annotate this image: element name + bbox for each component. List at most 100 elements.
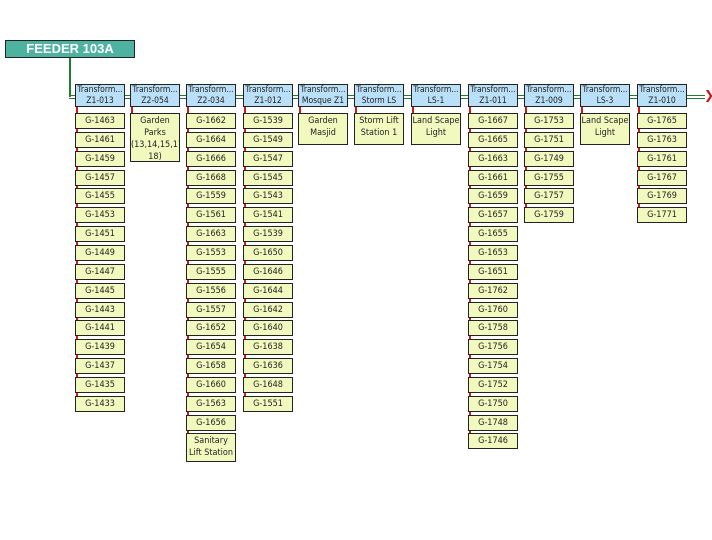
load-node[interactable]: G-1435 [75,376,125,393]
load-node[interactable]: G-1662 [186,113,236,129]
load-node[interactable]: G-1760 [468,301,518,318]
load-node[interactable]: G-1447 [75,263,125,280]
load-node[interactable]: G-1539 [243,226,293,243]
load-node[interactable]: G-1646 [243,263,293,280]
load-node[interactable]: G-1757 [524,188,574,205]
load-node[interactable]: G-1437 [75,358,125,375]
load-node[interactable]: G-1656 [186,414,236,431]
load-node[interactable]: G-1457 [75,169,125,186]
load-node[interactable]: G-1463 [75,113,125,129]
load-node[interactable]: G-1561 [186,207,236,224]
load-node[interactable]: G-1557 [186,301,236,318]
transformer-node[interactable]: Transform... LS-1 [411,84,461,107]
load-node[interactable]: G-1559 [186,188,236,205]
load-node[interactable]: G-1752 [468,376,518,393]
load-node[interactable]: G-1455 [75,188,125,205]
transformer-node[interactable]: Transform... Z1-010 [637,84,687,107]
load-node[interactable]: G-1563 [186,395,236,412]
load-node[interactable]: G-1636 [243,358,293,375]
load-node[interactable]: G-1771 [637,207,687,224]
load-node[interactable]: G-1451 [75,226,125,243]
load-node[interactable]: G-1751 [524,131,574,148]
load-node[interactable]: G-1556 [186,282,236,299]
load-node[interactable]: Sanitary Lift Station [186,433,236,463]
load-node[interactable]: G-1665 [468,131,518,148]
load-node[interactable]: G-1748 [468,414,518,431]
chevron-right-icon[interactable]: ❯ [704,88,712,102]
load-node[interactable]: G-1651 [468,263,518,280]
load-node[interactable]: G-1666 [186,150,236,167]
load-node[interactable]: G-1664 [186,131,236,148]
load-node[interactable]: G-1668 [186,169,236,186]
load-node[interactable]: G-1539 [243,113,293,129]
load-node[interactable]: G-1655 [468,226,518,243]
transformer-node[interactable]: Transform... Mosque Z1 [298,84,348,107]
load-node[interactable]: G-1445 [75,282,125,299]
load-node[interactable]: G-1453 [75,207,125,224]
load-node[interactable]: G-1659 [468,188,518,205]
load-node[interactable]: G-1640 [243,320,293,337]
branch-connector [76,147,78,152]
load-node[interactable]: G-1461 [75,131,125,148]
load-node[interactable]: G-1652 [186,320,236,337]
load-node[interactable]: G-1756 [468,339,518,356]
load-node[interactable]: Land Scape Light [580,113,630,145]
load-node[interactable]: G-1443 [75,301,125,318]
load-node[interactable]: G-1761 [637,150,687,167]
load-node[interactable]: G-1549 [243,131,293,148]
load-node[interactable]: G-1658 [186,358,236,375]
load-node[interactable]: Land Scape Light [411,113,461,145]
transformer-node[interactable]: Transform... Z1-011 [468,84,518,107]
load-node[interactable]: G-1555 [186,263,236,280]
load-node[interactable]: G-1663 [468,150,518,167]
load-node[interactable]: G-1749 [524,150,574,167]
branch-connector [469,107,471,113]
load-node[interactable]: Garden Masjid [298,113,348,145]
transformer-node[interactable]: Transform... Z1-009 [524,84,574,107]
load-node[interactable]: G-1441 [75,320,125,337]
load-node[interactable]: G-1541 [243,207,293,224]
load-node[interactable]: G-1459 [75,150,125,167]
load-node[interactable]: G-1762 [468,282,518,299]
load-node[interactable]: G-1763 [637,131,687,148]
load-node[interactable]: G-1638 [243,339,293,356]
load-node[interactable]: G-1759 [524,207,574,224]
load-node[interactable]: G-1753 [524,113,574,129]
load-node[interactable]: G-1648 [243,376,293,393]
load-node[interactable]: G-1661 [468,169,518,186]
transformer-node[interactable]: Transform... Z1-012 [243,84,293,107]
load-node[interactable]: G-1433 [75,395,125,412]
load-node[interactable]: G-1545 [243,169,293,186]
feeder-node[interactable]: FEEDER 103A [5,40,135,58]
load-node[interactable]: G-1547 [243,150,293,167]
load-node[interactable]: G-1754 [468,358,518,375]
load-node[interactable]: G-1543 [243,188,293,205]
load-node[interactable]: G-1650 [243,244,293,261]
load-node[interactable]: Garden Parks (13,14,15,17, 18) [130,113,180,162]
transformer-node[interactable]: Transform... LS-3 [580,84,630,107]
load-node[interactable]: G-1755 [524,169,574,186]
load-node[interactable]: G-1642 [243,301,293,318]
load-node[interactable]: G-1653 [468,244,518,261]
load-node[interactable]: G-1657 [468,207,518,224]
transformer-node[interactable]: Transform... Storm LS [354,84,404,107]
load-node[interactable]: G-1663 [186,226,236,243]
transformer-node[interactable]: Transform... Z1-013 [75,84,125,107]
load-node[interactable]: G-1769 [637,188,687,205]
load-node[interactable]: G-1765 [637,113,687,129]
transformer-node[interactable]: Transform... Z2-034 [186,84,236,107]
load-node[interactable]: G-1439 [75,339,125,356]
load-node[interactable]: G-1551 [243,395,293,412]
load-node[interactable]: G-1660 [186,376,236,393]
load-node[interactable]: G-1654 [186,339,236,356]
load-node[interactable]: Storm Lift Station 1 [354,113,404,145]
transformer-node[interactable]: Transform... Z2-054 [130,84,180,107]
load-node[interactable]: G-1750 [468,395,518,412]
load-node[interactable]: G-1758 [468,320,518,337]
load-node[interactable]: G-1449 [75,244,125,261]
load-node[interactable]: G-1644 [243,282,293,299]
load-node[interactable]: G-1553 [186,244,236,261]
load-node[interactable]: G-1767 [637,169,687,186]
load-node[interactable]: G-1667 [468,113,518,129]
load-node[interactable]: G-1746 [468,433,518,450]
